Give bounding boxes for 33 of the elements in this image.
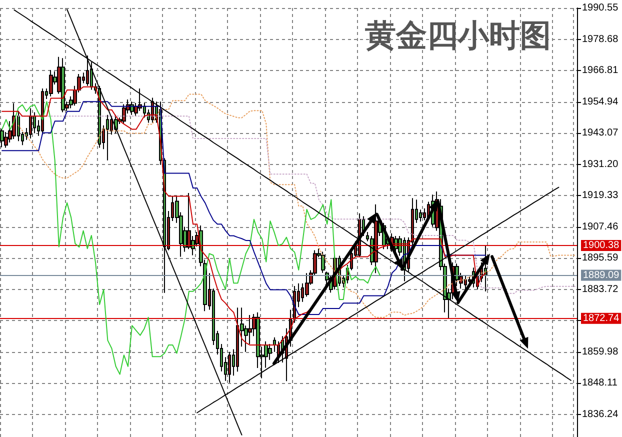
y-tick-label: 1966.81 xyxy=(582,65,619,76)
y-tick-label: 1883.72 xyxy=(582,284,619,295)
chart-title: 黄金四小时图 xyxy=(365,18,551,53)
line-series xyxy=(18,94,576,318)
y-tick-label: 1848.11 xyxy=(582,378,618,389)
candlestick xyxy=(0,128,4,148)
candlestick xyxy=(41,88,44,136)
ref-line-label: 1900.38 xyxy=(583,240,620,252)
candlestick xyxy=(122,104,126,125)
candlestick xyxy=(49,70,53,97)
line-series xyxy=(18,116,576,294)
candlestick xyxy=(374,204,378,274)
candlestick xyxy=(273,336,276,352)
ref-line-label: 1872.74 xyxy=(583,312,620,324)
candlestick xyxy=(106,114,109,161)
candlestick xyxy=(484,244,487,292)
candlestick xyxy=(29,108,32,140)
y-tick-label: 1931.20 xyxy=(582,158,619,170)
candlestick xyxy=(228,351,231,384)
y-tick-label: 1895.59 xyxy=(582,252,619,264)
y-tick-label: 1978.68 xyxy=(582,34,619,45)
ref-line-label: 1889.09 xyxy=(583,270,620,281)
y-tick-label: 1919.33 xyxy=(582,190,619,202)
y-tick-label: 1836.24 xyxy=(582,409,619,420)
candlestick xyxy=(86,55,89,86)
y-tick-label: 1943.07 xyxy=(582,128,619,139)
y-tick-label: 1990.55 xyxy=(582,2,619,14)
candlestick xyxy=(321,251,325,274)
line-series xyxy=(2,101,380,375)
candlestick xyxy=(61,58,65,113)
y-tick-label: 1907.46 xyxy=(582,221,619,232)
y-tick-label: 1859.98 xyxy=(582,346,619,358)
y-tick-label: 1954.94 xyxy=(582,96,619,108)
